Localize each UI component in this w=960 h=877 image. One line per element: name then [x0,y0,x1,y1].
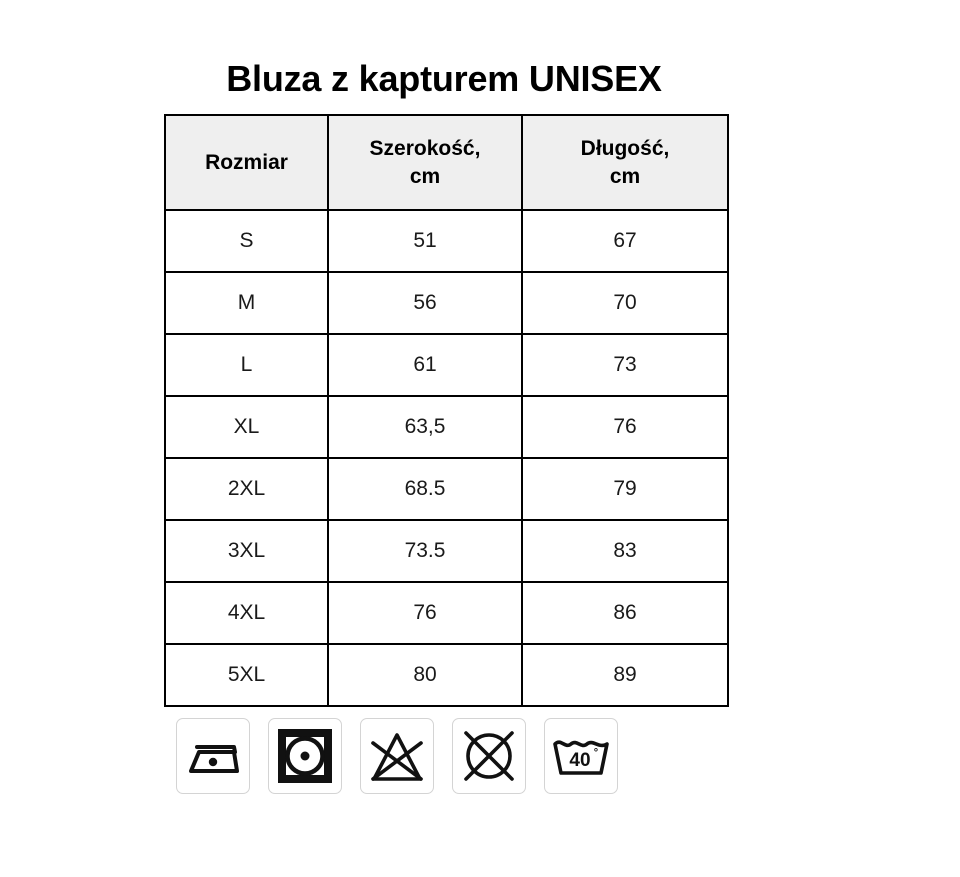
table-row: M 56 70 [164,271,729,335]
cell-size: XL [164,395,329,459]
cell-width: 76 [327,581,523,645]
do-not-dry-clean-icon [461,728,517,784]
column-header-width: Szerokość, cm [327,114,523,211]
care-symbol-do-not-dry-clean [452,718,526,794]
cell-size: 5XL [164,643,329,707]
column-header-width-label-line2: cm [409,164,441,188]
table-row: 4XL 76 86 [164,581,729,645]
cell-length: 73 [521,333,729,397]
cell-length: 89 [521,643,729,707]
cell-width: 56 [327,271,523,335]
cell-length: 86 [521,581,729,645]
do-not-bleach-icon [368,729,426,783]
table-row: 3XL 73.5 83 [164,519,729,583]
table-row: XL 63,5 76 [164,395,729,459]
column-header-width-label-line1: Szerokość, [369,136,481,160]
cell-size: S [164,209,329,273]
care-symbol-wash-40: 40 ° [544,718,618,794]
tumble-dry-icon [276,727,334,785]
table-row: S 51 67 [164,209,729,273]
cell-length: 83 [521,519,729,583]
cell-length: 76 [521,395,729,459]
column-header-size-label: Rozmiar [205,150,288,174]
care-symbol-iron [176,718,250,794]
cell-length: 79 [521,457,729,521]
column-header-length-label-line1: Długość, [580,136,670,160]
cell-size: M [164,271,329,335]
wash-40-icon: 40 ° [551,733,611,779]
table-header-row: Rozmiar Szerokość, cm Długość, cm [164,114,729,211]
wash-temperature-label: 40 [569,750,590,771]
table-row: 2XL 68.5 79 [164,457,729,521]
wash-degree-symbol: ° [594,747,598,759]
cell-length: 70 [521,271,729,335]
care-symbol-tumble-dry [268,718,342,794]
size-table: Rozmiar Szerokość, cm Długość, cm S 51 6… [164,114,729,707]
cell-width: 61 [327,333,523,397]
iron-one-dot-icon [184,733,242,779]
cell-width: 68.5 [327,457,523,521]
table-row: L 61 73 [164,333,729,397]
size-table-body: S 51 67 M 56 70 L 61 73 XL 63,5 76 2XL 6 [164,209,729,707]
cell-size: L [164,333,329,397]
size-table-header: Rozmiar Szerokość, cm Długość, cm [164,114,729,211]
cell-length: 67 [521,209,729,273]
cell-width: 63,5 [327,395,523,459]
cell-size: 4XL [164,581,329,645]
cell-size: 2XL [164,457,329,521]
cell-width: 80 [327,643,523,707]
table-row: 5XL 80 89 [164,643,729,707]
cell-width: 73.5 [327,519,523,583]
column-header-length: Długość, cm [521,114,729,211]
cell-size: 3XL [164,519,329,583]
care-symbols-row: 40 ° [176,718,618,794]
page-title: Bluza z kapturem UNISEX [226,58,662,99]
column-header-length-label-line2: cm [609,164,641,188]
column-header-size: Rozmiar [164,114,329,211]
care-symbol-do-not-bleach [360,718,434,794]
cell-width: 51 [327,209,523,273]
